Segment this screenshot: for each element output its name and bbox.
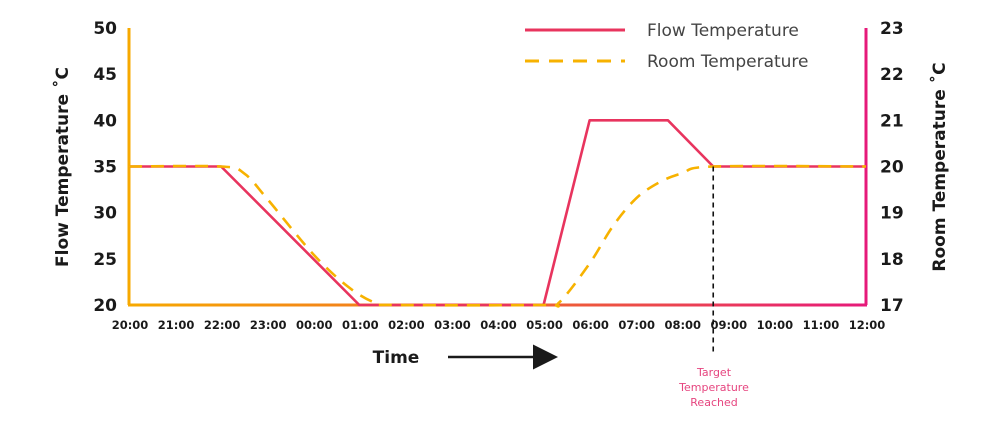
y-tick-right: 23 [880,19,904,39]
x-tick: 12:00 [849,318,886,332]
legend-label-room: Room Temperature [647,52,809,72]
x-tick: 21:00 [158,318,195,332]
y-axis-left-label: Flow Temperature ˚C [51,67,73,267]
x-tick: 08:00 [664,318,701,332]
x-tick: 22:00 [204,318,241,332]
y-tick-right: 20 [880,158,904,178]
y-tick-right: 22 [880,65,904,85]
x-tick: 05:00 [526,318,563,332]
y-tick-left: 25 [93,250,117,270]
y-tick-right: 19 [880,204,904,224]
x-tick: 06:00 [572,318,609,332]
y-tick-right: 17 [880,296,904,316]
x-tick: 04:00 [480,318,517,332]
y-tick-right: 21 [880,111,904,131]
annotation-line-1: Target [696,366,732,379]
x-axis-label: Time [373,348,420,368]
x-tick: 02:00 [388,318,425,332]
annotation-line-2: Temperature [678,381,749,394]
y-tick-left: 20 [93,296,117,316]
y-tick-left: 45 [93,65,117,85]
y-tick-left: 50 [93,19,117,39]
y-tick-left: 40 [93,111,117,131]
legend-label-flow: Flow Temperature [647,21,799,41]
annotation-line-3: Reached [690,396,737,409]
x-tick: 23:00 [250,318,287,332]
x-tick: 01:00 [342,318,379,332]
legend: Flow Temperature Room Temperature [525,21,809,72]
x-tick: 00:00 [296,318,333,332]
y-tick-left: 35 [93,158,117,178]
x-tick: 03:00 [434,318,471,332]
x-tick: 09:00 [711,318,748,332]
y-tick-right: 18 [880,250,904,270]
series-room-temperature [128,164,867,308]
x-tick: 07:00 [618,318,655,332]
x-tick: 10:00 [757,318,794,332]
y-axis-right-label: Room Temperature ˚C [928,62,950,271]
series-flow-temperature [129,119,866,307]
x-tick: 20:00 [112,318,149,332]
x-tick: 11:00 [803,318,840,332]
annotation: Target Temperature Reached [678,366,749,409]
y-tick-left: 30 [93,204,117,224]
